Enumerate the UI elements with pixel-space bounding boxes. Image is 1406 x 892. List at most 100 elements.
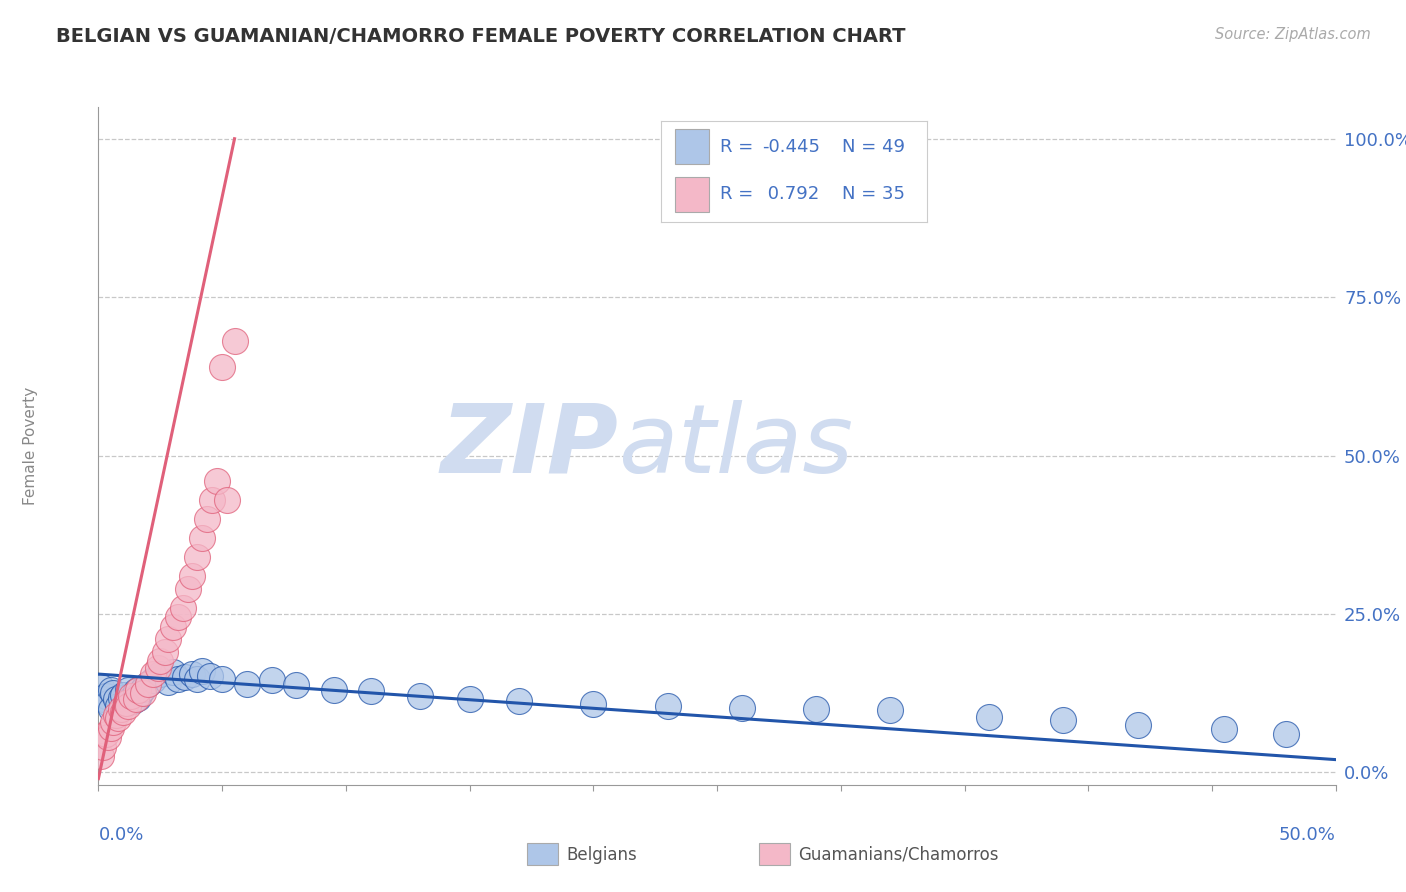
Point: [100, 702, 122, 716]
Point: [120, 690, 142, 704]
Text: 50.0%: 50.0%: [1279, 826, 1336, 844]
Text: R =: R =: [720, 186, 759, 203]
Point: [149, 654, 172, 668]
Point: [146, 661, 169, 675]
Point: [100, 721, 122, 735]
Text: N = 49: N = 49: [842, 137, 905, 155]
Point: [129, 686, 152, 700]
Point: [132, 686, 155, 700]
Point: [103, 686, 125, 700]
Text: R =: R =: [720, 137, 759, 155]
Point: [94, 690, 117, 704]
Point: [186, 672, 208, 686]
Text: N = 35: N = 35: [842, 186, 905, 203]
Point: [224, 334, 246, 349]
Point: [97, 731, 120, 745]
Point: [93, 739, 115, 754]
Point: [804, 702, 827, 716]
Point: [979, 709, 1001, 723]
Point: [1213, 722, 1236, 736]
Point: [191, 664, 214, 678]
Point: [142, 673, 165, 688]
Text: 0.792: 0.792: [762, 186, 820, 203]
Point: [195, 512, 218, 526]
Text: atlas: atlas: [619, 400, 853, 492]
Point: [198, 669, 221, 683]
Point: [360, 684, 382, 698]
Text: Guamanians/Chamorros: Guamanians/Chamorros: [799, 846, 1000, 863]
Point: [201, 492, 224, 507]
Point: [94, 727, 117, 741]
Point: [508, 694, 530, 708]
Point: [166, 610, 188, 624]
Point: [117, 698, 139, 713]
Text: ZIP: ZIP: [440, 400, 619, 492]
Point: [136, 676, 159, 690]
Point: [162, 619, 184, 633]
Point: [191, 531, 214, 545]
Point: [107, 711, 129, 725]
Point: [110, 690, 132, 705]
Point: [136, 676, 159, 690]
Text: Source: ZipAtlas.com: Source: ZipAtlas.com: [1215, 27, 1371, 42]
Text: -0.445: -0.445: [762, 137, 821, 155]
Point: [124, 684, 146, 698]
Point: [166, 672, 188, 686]
Point: [112, 688, 135, 702]
Point: [90, 749, 112, 764]
Point: [127, 690, 149, 705]
Point: [285, 678, 308, 692]
Point: [260, 673, 283, 688]
Point: [142, 667, 165, 681]
Point: [103, 714, 125, 729]
Point: [174, 670, 197, 684]
Point: [93, 692, 115, 706]
Point: [176, 582, 198, 596]
Point: [149, 667, 172, 681]
Point: [322, 682, 344, 697]
Point: [211, 359, 233, 374]
Point: [181, 667, 204, 681]
Text: Female Poverty: Female Poverty: [22, 387, 38, 505]
Point: [114, 697, 136, 711]
Point: [122, 694, 145, 708]
Point: [156, 632, 179, 647]
Point: [211, 672, 233, 686]
Point: [100, 682, 122, 697]
Point: [172, 600, 194, 615]
Text: BELGIAN VS GUAMANIAN/CHAMORRO FEMALE POVERTY CORRELATION CHART: BELGIAN VS GUAMANIAN/CHAMORRO FEMALE POV…: [56, 27, 905, 45]
Point: [1126, 718, 1149, 732]
Point: [236, 676, 259, 690]
Point: [731, 700, 754, 714]
Point: [162, 665, 184, 680]
Point: [110, 702, 132, 716]
Point: [1052, 714, 1074, 728]
FancyBboxPatch shape: [675, 177, 709, 212]
Point: [181, 569, 204, 583]
Point: [458, 692, 481, 706]
Point: [117, 682, 139, 697]
Point: [409, 690, 432, 704]
Point: [97, 696, 120, 710]
Text: 0.0%: 0.0%: [98, 826, 143, 844]
Point: [657, 698, 679, 713]
Point: [120, 692, 142, 706]
Point: [879, 703, 901, 717]
Point: [104, 708, 127, 723]
Point: [132, 681, 155, 696]
Point: [124, 692, 146, 706]
FancyBboxPatch shape: [675, 128, 709, 164]
Point: [155, 645, 177, 659]
Point: [217, 492, 239, 507]
Point: [112, 705, 135, 719]
Point: [156, 675, 179, 690]
Point: [582, 697, 605, 711]
Point: [1275, 727, 1298, 741]
Text: Belgians: Belgians: [567, 846, 637, 863]
Point: [186, 549, 208, 564]
Point: [205, 474, 228, 488]
Point: [114, 696, 136, 710]
Point: [127, 682, 149, 697]
Point: [107, 698, 129, 713]
Point: [90, 680, 112, 694]
